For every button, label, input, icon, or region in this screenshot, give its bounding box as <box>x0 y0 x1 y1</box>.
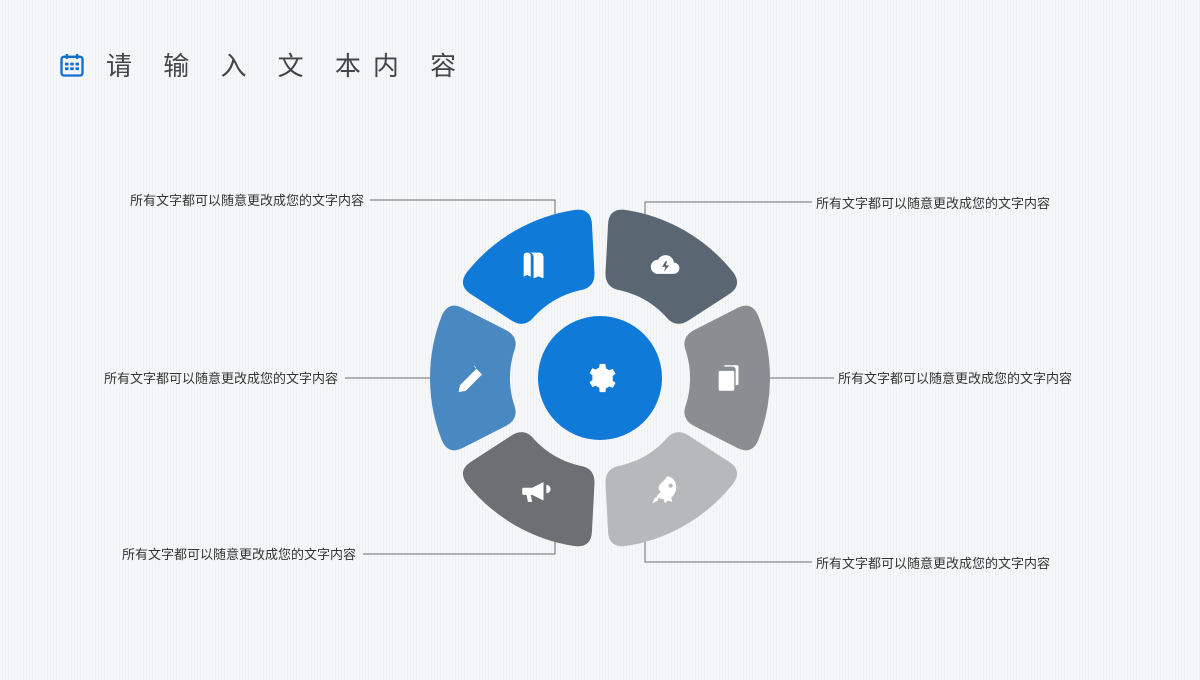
connector-line <box>363 530 555 554</box>
segment-label: 所有文字都可以随意更改成您的文字内容 <box>104 368 338 387</box>
segment-label: 所有文字都可以随意更改成您的文字内容 <box>838 368 1072 387</box>
segment-label: 所有文字都可以随意更改成您的文字内容 <box>130 190 364 209</box>
connector-line <box>645 202 812 225</box>
segment-label: 所有文字都可以随意更改成您的文字内容 <box>816 193 1050 212</box>
connector-line <box>645 530 812 562</box>
diagram-stage: 所有文字都可以随意更改成您的文字内容所有文字都可以随意更改成您的文字内容所有文字… <box>0 0 1200 680</box>
radial-diagram <box>0 0 1200 680</box>
connector-line <box>370 200 555 225</box>
book-icon <box>524 253 544 278</box>
segment-label: 所有文字都可以随意更改成您的文字内容 <box>122 544 356 563</box>
segment-label: 所有文字都可以随意更改成您的文字内容 <box>816 553 1050 572</box>
